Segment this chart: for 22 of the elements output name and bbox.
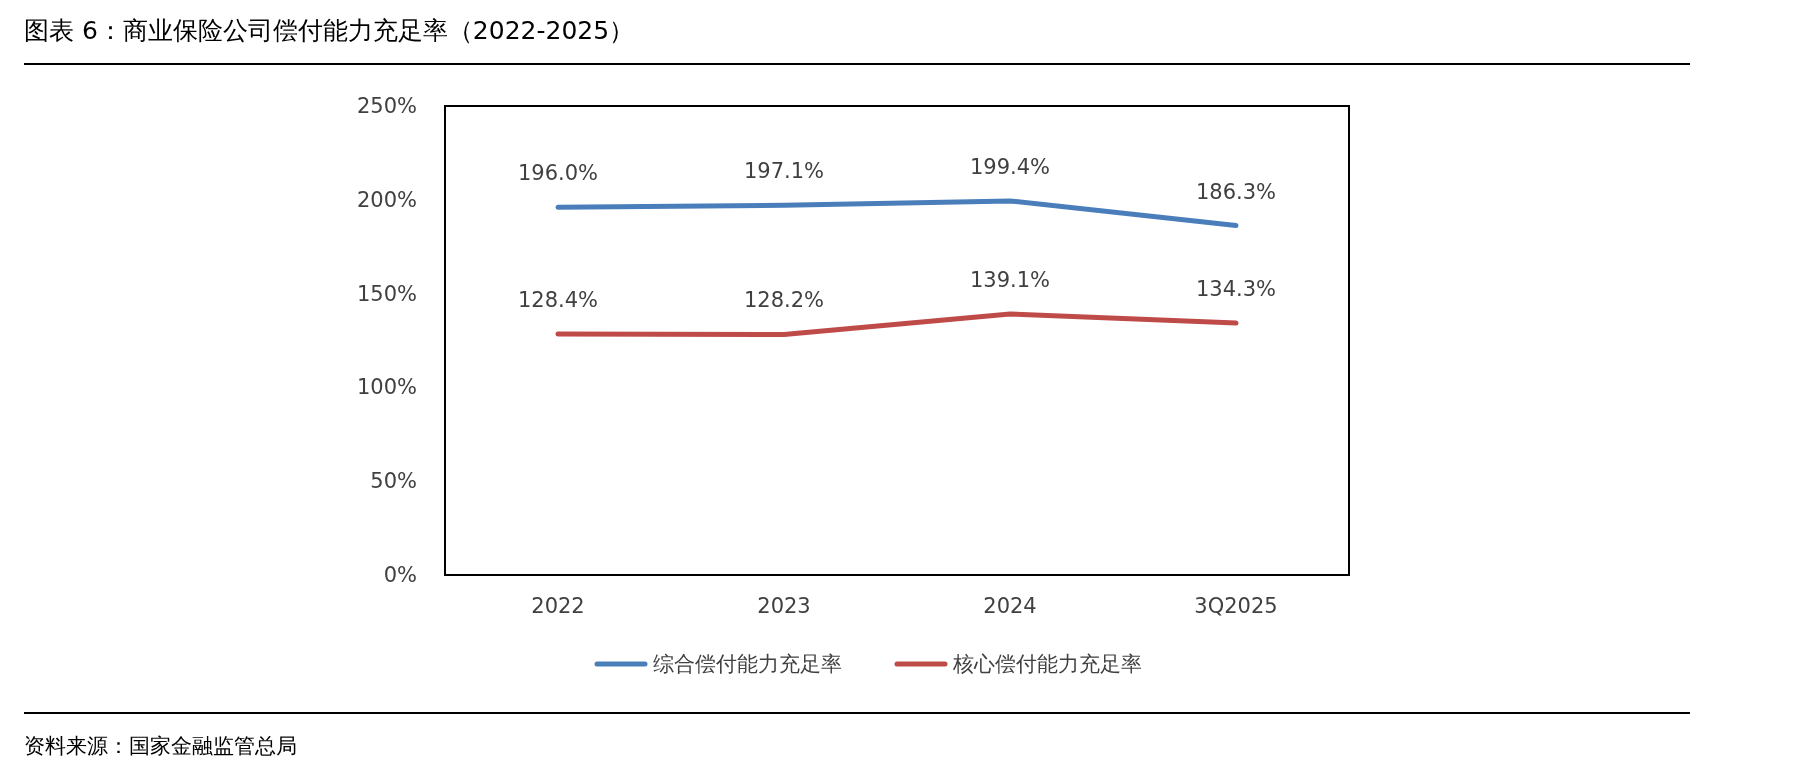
legend-label: 综合偿付能力充足率 (653, 652, 842, 676)
y-tick-label: 50% (370, 469, 417, 494)
y-tick-label: 150% (356, 281, 417, 306)
chart-title: 图表 6：商业保险公司偿付能力充足率（2022-2025） (24, 15, 635, 45)
data-label: 196.0% (517, 161, 599, 186)
x-tick-label: 2023 (757, 594, 811, 618)
y-tick-label: 0% (383, 563, 417, 587)
y-tick-label: 100% (356, 375, 417, 400)
data-label: 139.1% (969, 268, 1051, 293)
legend-label: 核心偿付能力充足率 (952, 652, 1142, 676)
x-tick-label: 2024 (983, 594, 1037, 618)
x-tick-label: 3Q2025 (1194, 594, 1278, 618)
x-tick-label: 2022 (531, 594, 585, 618)
text: 资料来源：国家金融监管总局 (24, 734, 297, 758)
data-label: 134.3% (1195, 277, 1277, 302)
data-label: 186.3% (1195, 179, 1277, 204)
y-tick-label: 200% (356, 187, 417, 212)
data-label: 128.4% (517, 288, 599, 313)
data-label: 199.4% (969, 154, 1051, 179)
y-tick-label: 250% (356, 94, 417, 118)
data-label: 197.1% (743, 159, 825, 184)
data-label: 128.2% (743, 288, 825, 313)
